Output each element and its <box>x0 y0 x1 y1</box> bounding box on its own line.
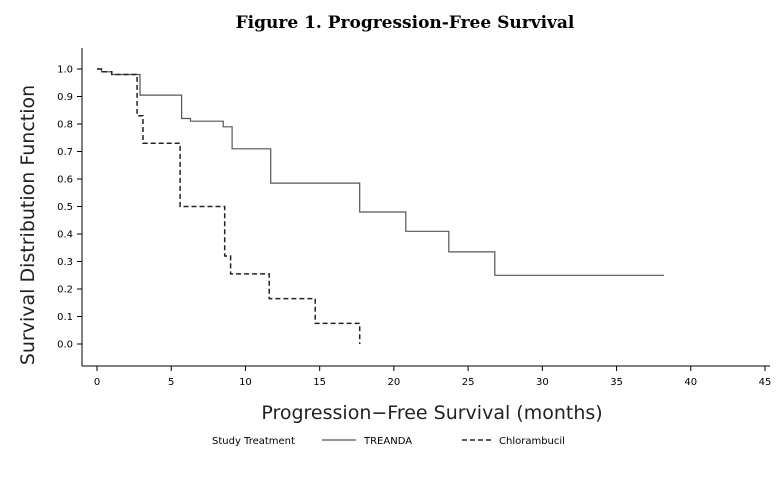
y-tick-label: 0.5 <box>57 202 73 213</box>
x-tick-label: 15 <box>313 377 326 388</box>
x-axis-label: Progression−Free Survival (months) <box>261 402 602 424</box>
legend-chlorambucil-label: Chlorambucil <box>499 436 565 447</box>
x-tick-label: 5 <box>168 377 174 388</box>
y-tick-label: 0.2 <box>57 285 73 296</box>
y-tick-label: 1.0 <box>57 65 73 76</box>
series-line-treanda <box>97 68 665 276</box>
series-line-chlorambucil <box>97 68 361 344</box>
y-tick-label: 0.1 <box>57 312 73 323</box>
y-tick-label: 0.9 <box>57 92 73 103</box>
legend: Study Treatment TREANDA Chlorambucil <box>212 436 565 447</box>
x-ticks: 0 5 10 15 20 25 30 35 40 45 <box>94 366 772 388</box>
y-ticks: 0.0 0.1 0.2 0.3 0.4 0.5 0.6 0.7 0.8 0.9 1.0 <box>57 65 82 351</box>
y-tick-label: 0.7 <box>57 147 73 158</box>
y-axis-label: Survival Distribution Function <box>17 85 39 365</box>
chart-title: Figure 1. Progression-Free Survival <box>236 13 575 33</box>
y-tick-label: 0.8 <box>57 120 73 131</box>
y-tick-label: 0.3 <box>57 257 73 268</box>
x-tick-label: 25 <box>462 377 475 388</box>
x-tick-label: 30 <box>536 377 549 388</box>
legend-title: Study Treatment <box>212 436 295 447</box>
x-tick-label: 0 <box>94 377 100 388</box>
y-tick-label: 0.6 <box>57 175 73 186</box>
x-tick-label: 40 <box>684 377 697 388</box>
series-layer <box>97 68 665 344</box>
x-tick-label: 20 <box>388 377 401 388</box>
legend-treanda-label: TREANDA <box>363 436 412 447</box>
x-tick-label: 35 <box>610 377 623 388</box>
x-tick-label: 10 <box>239 377 252 388</box>
y-tick-label: 0.4 <box>57 230 73 241</box>
x-tick-label: 45 <box>759 377 772 388</box>
y-tick-label: 0.0 <box>57 340 73 351</box>
